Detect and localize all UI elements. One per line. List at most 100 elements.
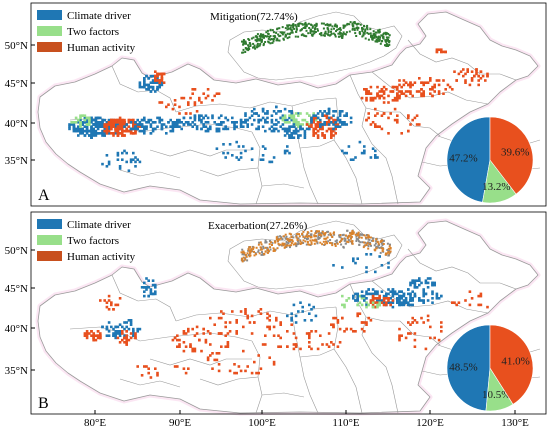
top-pixel-human xyxy=(398,83,401,87)
top-pixel-human xyxy=(411,118,414,122)
top-pixel-climate xyxy=(266,112,269,115)
bottom-pixel-human xyxy=(237,365,241,368)
top-map-layer xyxy=(35,9,541,207)
bottom-region-pixel xyxy=(350,235,353,238)
top-pixel-climate xyxy=(253,118,256,122)
top-province-boundary-12 xyxy=(407,39,517,81)
top-pixel-climate xyxy=(242,121,245,124)
bottom-region-pixel xyxy=(294,242,297,245)
top-pixel-human xyxy=(389,90,392,93)
bottom-region-pixel xyxy=(309,233,312,236)
bottom-pixel-human xyxy=(334,316,337,320)
bottom-region-pixel xyxy=(363,241,366,244)
top-pixel-climate xyxy=(292,129,296,133)
bottom-pixel-human xyxy=(220,310,223,313)
bottom-region-pixel xyxy=(299,240,302,243)
top-pixel-human xyxy=(365,99,368,102)
bottom-region-pixel xyxy=(369,243,372,246)
top-pixel-two_factors xyxy=(288,121,291,124)
bottom-region-pixel xyxy=(243,259,246,262)
top-region-pixel xyxy=(272,38,275,41)
bottom-pixel-human xyxy=(129,336,133,340)
top-region-pixel xyxy=(286,32,289,35)
top-pixel-climate xyxy=(134,160,137,164)
bottom-pixel-human xyxy=(228,321,232,324)
top-region-pixel xyxy=(371,38,374,41)
top-pixel-climate xyxy=(145,88,148,91)
top-pixel-human xyxy=(429,88,432,91)
top-pixel-climate xyxy=(147,77,150,80)
top-pixel-climate xyxy=(239,156,243,159)
top-region-pixel xyxy=(378,31,381,34)
bottom-region-pixel xyxy=(338,241,341,243)
bottom-pixel-human xyxy=(451,301,454,304)
top-region-pixel xyxy=(305,35,308,38)
bottom-pixel-climate xyxy=(440,294,443,298)
top-region-pixel xyxy=(281,32,284,35)
bottom-lat-axis: 50°N 45°N 40°N 35°N xyxy=(5,245,35,377)
bottom-pixel-human xyxy=(424,347,428,351)
top-pixel-climate xyxy=(235,140,238,144)
top-pixel-human xyxy=(330,127,333,131)
top-pixel-climate xyxy=(173,123,177,126)
bottom-province-boundary-0 xyxy=(111,274,177,322)
bottom-pixel-human xyxy=(134,336,137,340)
top-pixel-climate xyxy=(178,125,181,128)
top-pixel-human xyxy=(118,127,122,131)
top-pixel-human xyxy=(422,94,425,98)
bottom-region-pixel xyxy=(376,246,379,249)
top-pixel-climate xyxy=(206,129,210,133)
bottom-province-boundary-9 xyxy=(365,316,400,322)
bottom-pixel-climate xyxy=(116,332,120,335)
bottom-pixel-climate xyxy=(422,292,425,296)
top-pixel-human xyxy=(312,118,315,122)
top-pixel-human xyxy=(378,94,381,98)
top-pixel-human xyxy=(431,94,434,98)
bottom-region-pixel xyxy=(260,253,263,256)
top-pixel-human xyxy=(477,79,480,82)
top-pixel-climate xyxy=(279,125,282,128)
top-region-pixel xyxy=(354,32,357,35)
top-pixel-climate xyxy=(270,160,274,164)
top-pixel-two_factors xyxy=(312,112,315,115)
bottom-pixel-human xyxy=(171,338,175,342)
top-region-pixel xyxy=(372,30,375,33)
top-pixel-climate xyxy=(156,77,159,80)
bottom-pixel-climate xyxy=(429,277,432,280)
bottom-pixel-climate xyxy=(332,264,335,267)
top-pixel-climate xyxy=(286,149,289,153)
top-pixel-climate xyxy=(92,134,95,137)
bottom-region-pixel xyxy=(372,239,375,242)
bottom-pixel-climate xyxy=(140,286,144,289)
top-pixel-human xyxy=(193,88,197,91)
bottom-pixel-human xyxy=(479,294,483,298)
top-region-pixel xyxy=(327,24,330,26)
top-region-pixel xyxy=(367,32,370,35)
bottom-pixel-climate xyxy=(387,292,390,296)
bottom-pixel-human xyxy=(255,371,258,375)
top-pixel-human xyxy=(162,81,166,84)
top-pixel-human xyxy=(198,96,201,100)
top-pixel-climate xyxy=(74,127,78,131)
top-pixel-climate xyxy=(149,85,153,89)
bottom-region-pixel xyxy=(309,244,312,246)
top-pixel-human xyxy=(206,94,210,98)
top-pixel-human xyxy=(466,70,469,73)
top-pixel-human xyxy=(422,90,425,93)
bottom-province-boundary-17 xyxy=(261,392,305,398)
top-pixel-climate xyxy=(96,116,100,120)
bottom-region-pixel xyxy=(264,246,267,249)
bottom-region-pixel xyxy=(310,242,313,245)
bottom-pixel-human xyxy=(96,330,100,333)
bottom-region-pixel xyxy=(367,247,370,250)
top-pixel-climate xyxy=(308,127,311,131)
bottom-pixel-human xyxy=(407,321,410,324)
top-region-pixel xyxy=(266,29,269,32)
bottom-pixel-human xyxy=(184,345,188,348)
bottom-pixel-climate xyxy=(129,321,133,324)
top-pixel-climate xyxy=(105,154,109,157)
top-pixel-human xyxy=(437,83,441,87)
bottom-pixel-human xyxy=(189,345,192,348)
top-pixel-two_factors xyxy=(305,112,309,115)
bottom-pixel-climate xyxy=(391,290,395,293)
